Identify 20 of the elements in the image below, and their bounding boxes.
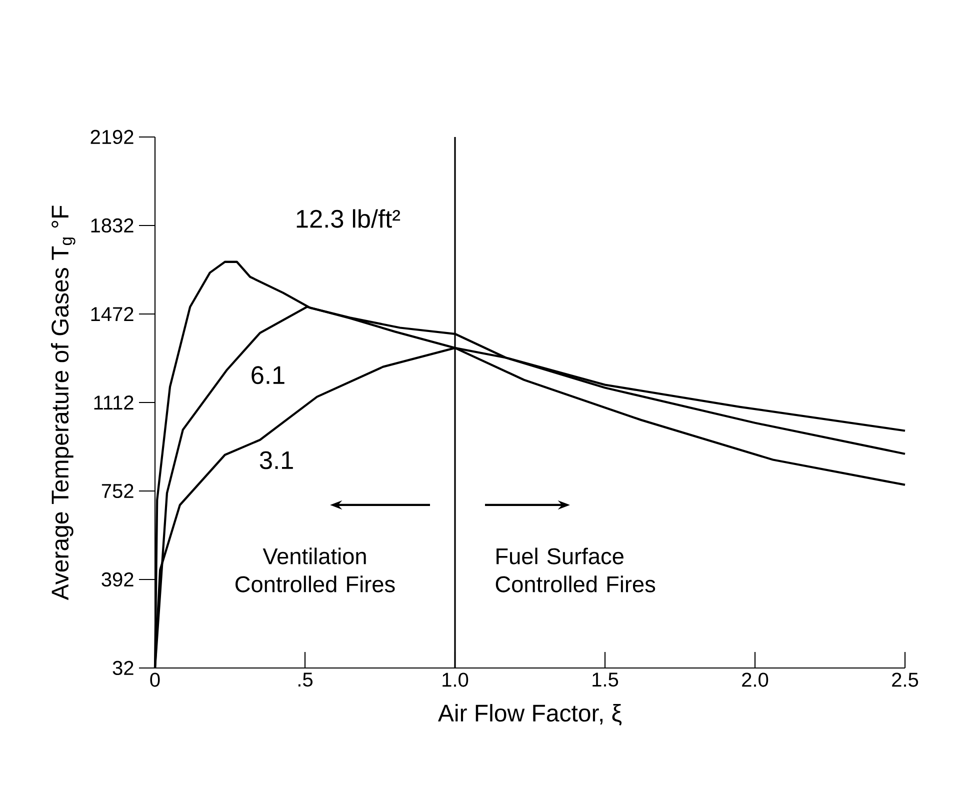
y-tick-label: 752 [102,484,134,498]
y-tick-label: 1112 [94,396,134,410]
text: 12.3 lb/ft² [296,209,400,228]
y-tick-label: 32 [112,660,134,676]
y-tick-label: 392 [102,572,134,587]
x-tick-label: 0 [150,672,160,687]
y-axis-title: Average Temperature of Gases T$_{g}$ °F [50,206,76,600]
annotation: Ventilation Controlled Fires [236,548,395,592]
x-tick-label: 2.0 [742,672,768,687]
y-tick-label: 1832 [91,218,134,233]
series-label: 6.1 [252,366,284,384]
x-tick-label: 1.5 [592,672,618,687]
y-tick-label: 2192 [90,130,134,144]
annotation: Fuel Surface Controlled Fires [496,548,656,592]
y-tick-label: 1472 [91,307,134,321]
series-label: 3.1 [260,451,293,470]
x-tick-label: 2.5 [892,672,918,687]
x-tick-label: .5 [298,672,313,687]
x-axis-title: Air Flow Factor, ξ [438,704,622,726]
x-tick-label: 1.0 [442,672,468,687]
